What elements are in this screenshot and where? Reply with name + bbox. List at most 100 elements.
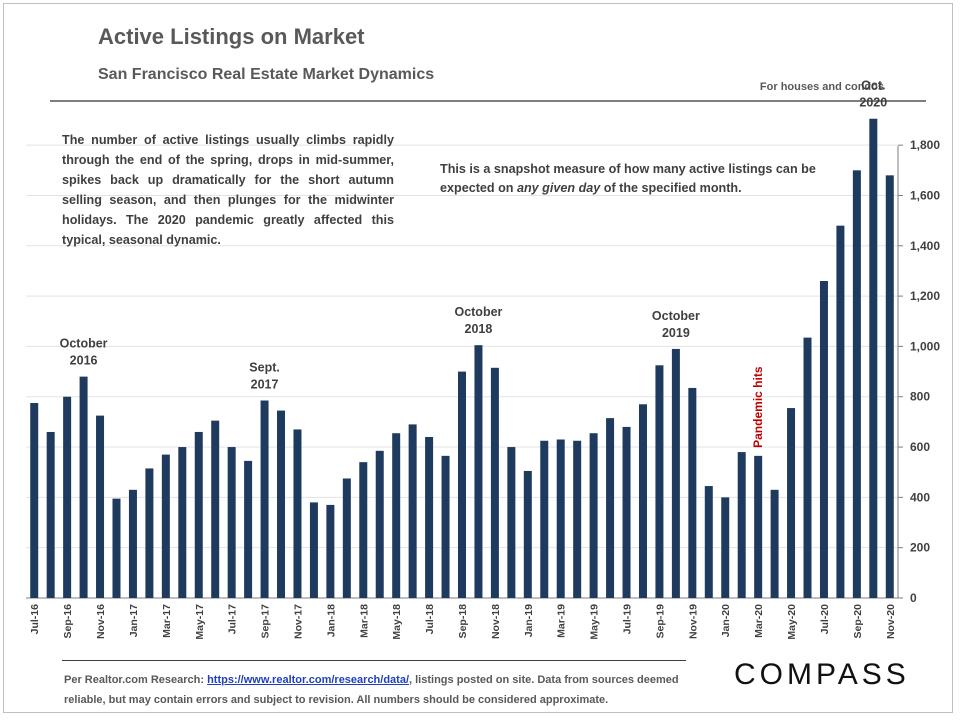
peak-annotation: 2018 xyxy=(465,322,493,336)
y-tick-label: 1,400 xyxy=(910,239,940,253)
pandemic-label: Pandemic hits xyxy=(751,366,765,448)
x-tick-label: Jan-17 xyxy=(128,604,140,637)
slide-frame xyxy=(3,3,953,713)
bar xyxy=(803,337,812,598)
y-tick-label: 600 xyxy=(910,440,930,454)
bar xyxy=(425,436,434,598)
bar xyxy=(754,455,763,598)
source-link[interactable]: https://www.realtor.com/research/data/ xyxy=(207,674,410,686)
bar xyxy=(260,400,269,598)
bar xyxy=(556,439,565,598)
bar xyxy=(507,447,516,598)
x-tick-label: Mar-17 xyxy=(161,604,173,638)
x-tick-label: Sep-16 xyxy=(62,604,74,639)
chart-title: Active Listings on Market xyxy=(98,24,365,49)
bar xyxy=(540,440,549,598)
x-tick-label: Nov-20 xyxy=(885,604,897,639)
peak-annotation: 2020 xyxy=(859,96,887,110)
bar xyxy=(128,489,137,598)
x-tick-label: Jul-16 xyxy=(29,604,41,635)
bar xyxy=(227,447,236,598)
bar xyxy=(194,431,203,598)
y-tick-label: 1,200 xyxy=(910,289,940,303)
bar xyxy=(688,387,697,598)
x-tick-label: Jan-18 xyxy=(325,604,337,637)
bar xyxy=(704,486,713,598)
bar xyxy=(885,175,894,599)
peak-annotation: Sept. xyxy=(249,361,280,375)
y-tick-label: 800 xyxy=(910,390,930,404)
bar xyxy=(145,468,154,598)
x-tick-label: Nov-17 xyxy=(292,604,304,639)
chart-subtitle: San Francisco Real Estate Market Dynamic… xyxy=(98,66,435,83)
bar xyxy=(244,460,253,598)
x-tick-label: Mar-20 xyxy=(753,604,765,638)
x-tick-label: Jan-19 xyxy=(523,604,535,637)
bar xyxy=(359,462,368,598)
bar xyxy=(655,365,664,598)
peak-annotation: October xyxy=(652,309,700,323)
y-tick-label: 200 xyxy=(910,541,930,555)
x-tick-label: Jan-20 xyxy=(720,604,732,637)
footer-suffix: , listings posted on site. Data from sou… xyxy=(64,674,679,706)
x-tick-label: Mar-19 xyxy=(556,604,568,638)
bar xyxy=(277,410,286,598)
source-footer: Per Realtor.com Research: https://www.re… xyxy=(64,670,704,710)
bar xyxy=(178,447,187,598)
bar xyxy=(573,440,582,598)
snapshot-note: This is a snapshot measure of how many a… xyxy=(440,160,860,198)
snapshot-before: This is a snapshot measure of how many a… xyxy=(440,162,816,195)
y-tick-label: 1,600 xyxy=(910,188,940,202)
footer-divider xyxy=(62,660,686,661)
x-tick-label: May-17 xyxy=(194,604,206,640)
footer-prefix: Per Realtor.com Research: xyxy=(64,674,208,686)
bar xyxy=(737,452,746,598)
y-tick-label: 400 xyxy=(910,490,930,504)
bar xyxy=(671,348,680,598)
bar xyxy=(622,426,631,598)
x-tick-label: Sep-18 xyxy=(457,604,469,639)
bar xyxy=(490,367,499,598)
bar xyxy=(211,420,220,598)
peak-annotation: Oct. xyxy=(861,79,885,93)
x-tick-label: Nov-19 xyxy=(687,604,699,639)
bar xyxy=(589,433,598,598)
x-tick-label: May-20 xyxy=(786,604,798,640)
bar xyxy=(819,281,828,598)
bar xyxy=(309,502,318,598)
bar xyxy=(375,450,384,598)
x-tick-label: Sep-17 xyxy=(260,604,272,639)
description-text: The number of active listings usually cl… xyxy=(62,133,394,247)
bar xyxy=(161,454,170,598)
bar xyxy=(852,170,861,598)
peak-annotation: 2017 xyxy=(251,378,279,392)
x-tick-label: Nov-18 xyxy=(490,604,502,639)
peak-annotation: October xyxy=(60,337,108,351)
y-tick-label: 1,800 xyxy=(910,138,940,152)
bar xyxy=(836,225,845,599)
x-tick-label: Jul-17 xyxy=(227,604,239,635)
scope-note: For houses and condos xyxy=(759,81,884,93)
bar xyxy=(392,433,401,598)
x-tick-label: Jul-19 xyxy=(622,604,634,635)
bar xyxy=(721,497,730,598)
compass-logo: COMPASS xyxy=(734,658,910,691)
bar xyxy=(79,376,88,598)
bar xyxy=(869,118,878,599)
x-tick-label: May-18 xyxy=(391,604,403,640)
x-tick-label: Jul-20 xyxy=(819,604,831,635)
bar xyxy=(293,429,302,598)
peak-annotation: 2016 xyxy=(70,354,98,368)
bar xyxy=(441,455,450,598)
bar xyxy=(96,415,105,598)
bar xyxy=(606,418,615,598)
bar xyxy=(46,431,55,598)
top-divider xyxy=(50,100,926,102)
bar xyxy=(326,504,335,598)
x-tick-label: Nov-16 xyxy=(95,604,107,639)
bar xyxy=(30,403,39,598)
snapshot-emphasis: any given day xyxy=(516,181,601,195)
bar xyxy=(408,424,417,598)
x-tick-label: Jul-18 xyxy=(424,604,436,635)
